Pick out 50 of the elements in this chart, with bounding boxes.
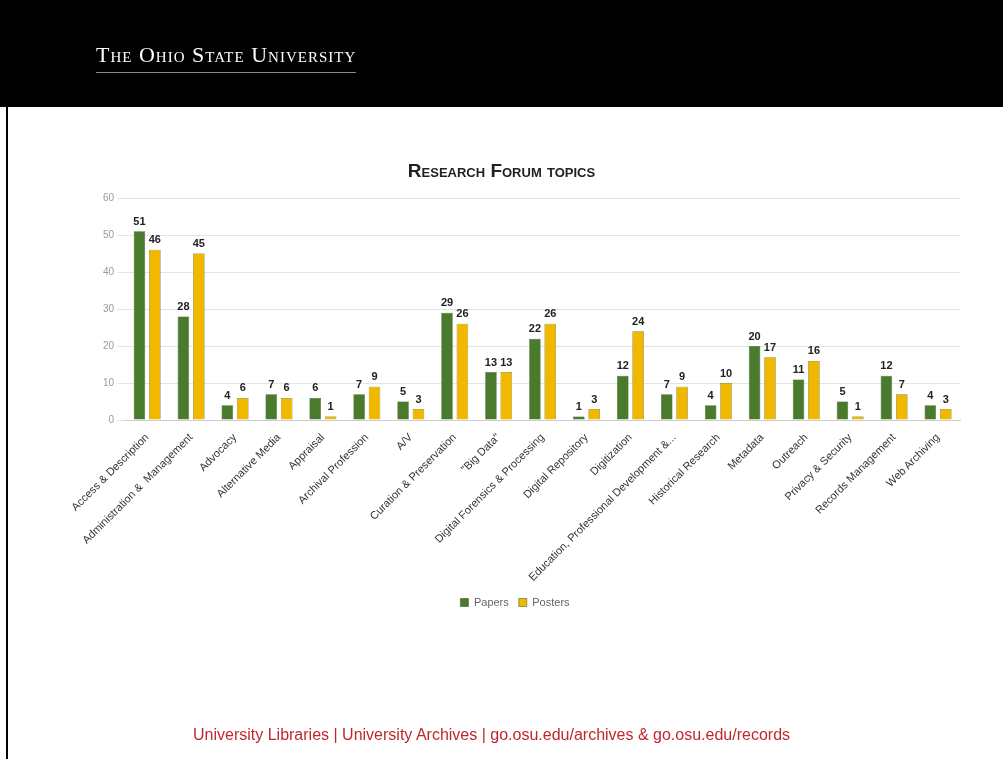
data-label: 46	[148, 233, 161, 246]
data-label: 13	[500, 355, 513, 368]
data-label: 45	[192, 237, 205, 250]
legend-label: Posters	[532, 595, 571, 608]
data-label: 51	[133, 214, 146, 227]
data-label: 6	[312, 381, 319, 394]
data-label: 9	[679, 370, 686, 383]
data-label: 3	[591, 392, 598, 405]
data-label: 4	[224, 388, 232, 401]
data-label: 17	[763, 340, 777, 353]
data-label: 5	[839, 385, 846, 398]
data-label: 24	[632, 314, 646, 327]
data-label: 4	[707, 388, 715, 401]
data-label: 22	[528, 322, 542, 335]
data-label: 11	[792, 362, 805, 375]
data-label: 5	[400, 385, 407, 398]
data-label: 3	[942, 392, 949, 405]
data-label: 7	[356, 377, 363, 390]
data-label: 6	[283, 381, 290, 394]
data-label: 28	[177, 300, 190, 312]
legend-label: Papers	[473, 595, 510, 608]
y-tick-label: 0	[108, 413, 115, 425]
data-label: 20	[748, 329, 761, 342]
data-label: 9	[371, 370, 378, 383]
data-label: 7	[898, 377, 905, 390]
y-tick-label: 60	[103, 191, 115, 203]
data-label: 1	[854, 399, 861, 412]
data-label: 12	[616, 359, 629, 372]
data-label: 13	[484, 355, 498, 368]
text: The Ohio State University	[96, 42, 357, 73]
data-label: 26	[544, 307, 557, 320]
y-tick-label: 40	[103, 265, 115, 277]
text: University Libraries | University Archives | go.osu.edu/archives & go.osu.edu/records	[193, 726, 791, 744]
y-tick-label: 10	[103, 376, 115, 388]
chart-title: Research Forum topics	[406, 160, 597, 182]
data-label: 7	[268, 377, 275, 390]
data-label: 1	[575, 399, 582, 412]
data-label: 16	[807, 344, 821, 357]
y-tick-label: 20	[103, 339, 115, 351]
data-label: 29	[440, 296, 454, 309]
data-label: 3	[415, 392, 422, 405]
y-tick-label: 50	[103, 228, 115, 240]
data-label: 6	[239, 381, 246, 394]
data-label: 26	[456, 307, 469, 320]
data-label: 1	[327, 399, 334, 412]
data-label: 12	[880, 359, 893, 372]
data-label: 4	[927, 388, 935, 401]
data-label: 10	[719, 366, 733, 379]
y-tick-label: 30	[103, 302, 115, 314]
data-label: 7	[663, 377, 670, 390]
